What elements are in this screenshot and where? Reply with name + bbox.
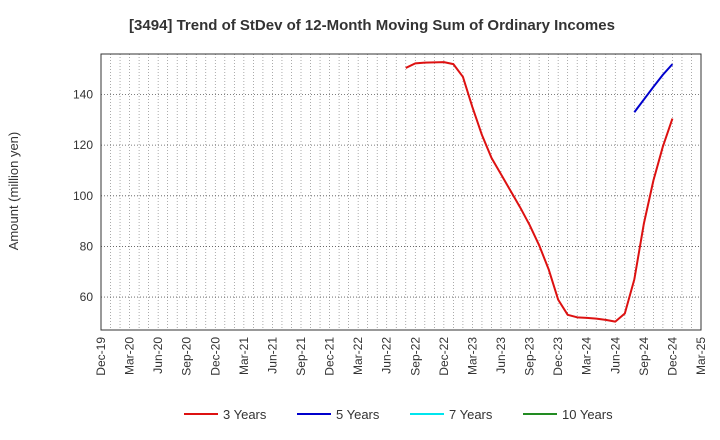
x-tick-label: Mar-20 bbox=[123, 337, 137, 375]
x-tick-labels: Dec-19 Mar-20 Jun-20 Sep-20 Dec-20 Mar-21 Jun-… bbox=[94, 337, 708, 376]
x-tick-label: Dec-21 bbox=[323, 337, 337, 376]
x-tick-label: Dec-19 bbox=[94, 337, 108, 376]
x-tick-label: Mar-21 bbox=[237, 337, 251, 375]
chart-title: [3494] Trend of StDev of 12-Month Moving… bbox=[129, 17, 615, 34]
x-tick-label: Mar-24 bbox=[580, 337, 594, 375]
x-tick-label: Jun-22 bbox=[380, 337, 394, 374]
x-tick-label: Mar-23 bbox=[465, 337, 479, 375]
series-line bbox=[633, 63, 674, 113]
x-tick-label: Sep-20 bbox=[180, 337, 194, 376]
y-tick-label: 60 bbox=[80, 290, 94, 304]
legend-label: 3 Years bbox=[223, 407, 267, 422]
series-lines bbox=[405, 61, 674, 323]
y-tick-label: 140 bbox=[73, 88, 93, 102]
x-tick-label: Dec-22 bbox=[437, 337, 451, 376]
x-tick-label: Sep-21 bbox=[294, 337, 308, 376]
x-tick-label: Jun-24 bbox=[608, 337, 622, 374]
series-line bbox=[405, 61, 674, 323]
x-tick-label: Mar-22 bbox=[351, 337, 365, 375]
x-tick-label: Jun-23 bbox=[494, 337, 508, 374]
y-tick-labels: 60 80 100 120 140 bbox=[73, 88, 93, 305]
y-axis-label: Amount (million yen) bbox=[6, 132, 21, 251]
x-tick-label: Jun-21 bbox=[265, 337, 279, 374]
y-tick-label: 100 bbox=[73, 189, 93, 203]
x-tick-label: Dec-23 bbox=[551, 337, 565, 376]
legend: 3 Years 5 Years 7 Years 10 Years bbox=[184, 407, 613, 422]
x-tick-label: Dec-20 bbox=[208, 337, 222, 376]
legend-label: 10 Years bbox=[562, 407, 613, 422]
legend-label: 5 Years bbox=[336, 407, 380, 422]
x-tick-label: Jun-20 bbox=[151, 337, 165, 374]
x-tick-label: Sep-24 bbox=[637, 337, 651, 376]
y-tick-label: 80 bbox=[80, 239, 94, 253]
x-tick-label: Dec-24 bbox=[665, 337, 679, 376]
legend-label: 7 Years bbox=[449, 407, 493, 422]
plot-area-frame bbox=[100, 53, 702, 331]
grid bbox=[100, 54, 702, 330]
x-tick-label: Sep-22 bbox=[408, 337, 422, 376]
x-tick-label: Sep-23 bbox=[523, 337, 537, 376]
y-tick-label: 120 bbox=[73, 138, 93, 152]
x-tick-label: Mar-25 bbox=[694, 337, 708, 375]
